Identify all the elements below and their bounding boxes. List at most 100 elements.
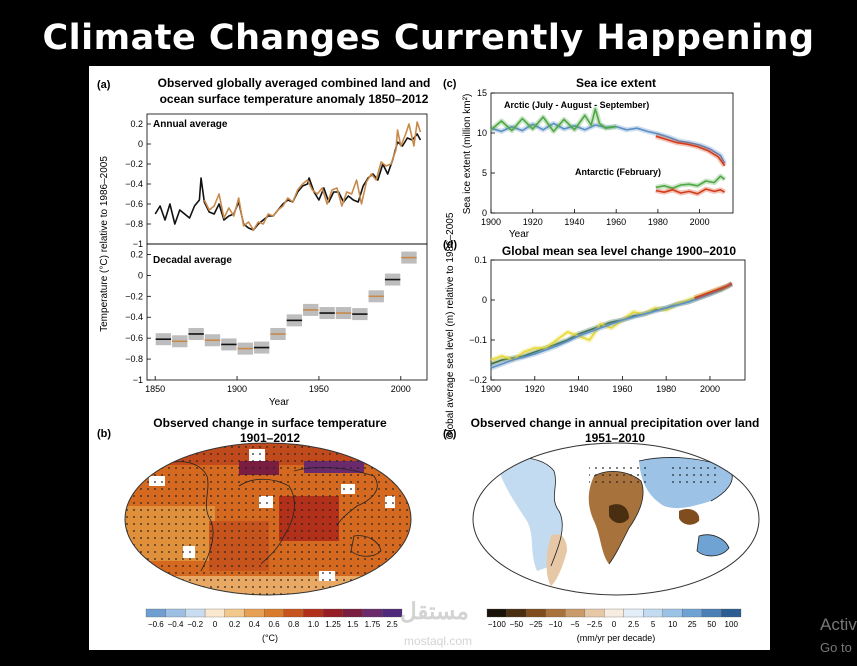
colorbar-swatch: [604, 608, 624, 618]
colorbar-swatch: [565, 608, 585, 618]
panel-a-annual-axes: 0.2 0 −0.2 −0.4 −0.6 −0.8 −1: [125, 113, 428, 249]
colorbar-tick-label: 0.4: [249, 620, 261, 629]
colorbar-tick-label: 1.25: [325, 620, 341, 629]
panel-e-title-line1: Observed change in annual precipitation …: [471, 416, 760, 430]
colorbar-tick-label: −2.5: [587, 620, 603, 629]
colorbar-swatch: [701, 608, 722, 618]
y-tick-label: −0.2: [469, 375, 487, 385]
colorbar-tick-label: −50: [510, 620, 524, 629]
panel-a-xlabel: Year: [269, 397, 290, 408]
watermark-url: mostaql.com: [404, 634, 473, 648]
colorbar-swatch: [244, 608, 265, 618]
colorbar-tick-label: 5: [651, 620, 656, 629]
x-tick-label: 2000: [700, 384, 720, 394]
x-tick-label: 1920: [525, 384, 545, 394]
y-tick-label: 0: [138, 139, 143, 149]
panel-b-title-line1: Observed change in surface temperature: [153, 416, 387, 430]
y-tick-label: −0.8: [125, 219, 143, 229]
colorbar-swatch: [682, 608, 703, 618]
series-line-3: [655, 175, 726, 189]
y-tick-label: 0: [482, 295, 487, 305]
colorbar-swatch: [283, 608, 304, 618]
colorbar-tick-label: 0.2: [229, 620, 241, 629]
colorbar-tick-label: 25: [688, 620, 697, 629]
panel-c-title: Sea ice extent: [576, 76, 656, 90]
colorbar-tick-label: 2.5: [628, 620, 640, 629]
plot-frame: [490, 92, 734, 214]
colorbar-swatch: [303, 608, 324, 618]
x-tick-label: 1900: [481, 384, 501, 394]
series-line-4: [655, 188, 726, 195]
activate-windows-subtext: Go to: [820, 640, 852, 655]
y-tick-label: −0.2: [125, 291, 143, 301]
panel-c-label: (c): [443, 78, 457, 90]
colorbar-tick-label: 1.0: [308, 620, 320, 629]
panel-a-label: (a): [97, 79, 111, 91]
y-tick-label: −0.4: [125, 312, 143, 322]
colorbar-tick-label: −5: [570, 620, 580, 629]
colorbar-tick-label: 1.75: [365, 620, 381, 629]
colorbar-swatch: [224, 608, 245, 618]
colorbar-swatch: [323, 608, 344, 618]
colorbar-tick-label: 10: [668, 620, 677, 629]
series-line-0: [154, 133, 422, 231]
panel-d-ylabel: Global average sea level (m) relative to…: [445, 212, 456, 439]
y-tick-label: 0.1: [474, 255, 487, 265]
x-tick-label: 1940: [564, 217, 584, 227]
x-tick-label: 1960: [606, 217, 626, 227]
series-line-1: [203, 121, 422, 231]
x-tick-label: 1920: [523, 217, 543, 227]
colorbar-tick-label: −0.4: [168, 620, 184, 629]
colorbar-tick-label: 50: [707, 620, 716, 629]
y-tick-label: 0.2: [130, 119, 143, 129]
panel-c-ylabel: Sea ice extent (million km²): [462, 94, 473, 215]
plot-frame: [146, 113, 428, 245]
y-tick-label: −0.6: [125, 333, 143, 343]
x-tick-label: 1980: [648, 217, 668, 227]
colorbar-swatch: [145, 608, 166, 618]
x-tick-label: 1960: [612, 384, 632, 394]
colorbar-swatch: [643, 608, 663, 618]
x-tick-label: 1900: [481, 217, 501, 227]
colorbar-tick-label: 100: [725, 620, 739, 629]
colorbar-swatch: [204, 608, 225, 618]
series-line-3: [694, 282, 733, 299]
temperature-map: [124, 442, 412, 596]
panel-c-axes: 0 5 10 15 1900 1920 1940 1960 1980 2000: [477, 88, 734, 227]
colorbar-swatch: [486, 608, 507, 618]
y-tick-label: 0: [138, 270, 143, 280]
precipitation-colorbar-unit: (mm/yr per decade): [577, 633, 656, 643]
y-tick-label: 15: [477, 88, 487, 98]
panel-a-title-line1: Observed globally averaged combined land…: [158, 76, 431, 90]
colorbar-tick-label: 0: [612, 620, 617, 629]
y-tick-label: −1: [133, 239, 143, 249]
slide-title: Climate Changes Currently Happening: [42, 18, 815, 58]
panel-e-title-line2: 1951–2010: [585, 431, 645, 445]
x-tick-label: 1850: [145, 384, 165, 394]
panel-a-title-line2: ocean surface temperature anomaly 1850–2…: [160, 92, 429, 106]
temperature-colorbar-unit: (°C): [262, 633, 278, 643]
series-line-2: [490, 283, 733, 369]
colorbar-swatch: [545, 608, 566, 618]
colorbar-swatch: [623, 608, 644, 618]
panel-d-title: Global mean sea level change 1900–2010: [502, 244, 736, 258]
y-tick-label: 5: [482, 168, 487, 178]
colorbar-tick-label: −0.2: [187, 620, 203, 629]
x-tick-label: 1900: [227, 384, 247, 394]
colorbar-tick-label: 0.6: [268, 620, 280, 629]
y-tick-label: 10: [477, 128, 487, 138]
x-tick-label: 2000: [690, 217, 710, 227]
y-tick-label: −0.6: [125, 199, 143, 209]
watermark-logo: مستقل: [400, 598, 469, 624]
colorbar-swatch: [584, 608, 605, 618]
panel-a-decadal-subtitle: Decadal average: [153, 255, 232, 266]
panel-a-annual-subtitle: Annual average: [153, 119, 228, 130]
colorbar-tick-label: −100: [488, 620, 507, 629]
colorbar-tick-label: 0: [213, 620, 218, 629]
colorbar-swatch: [506, 608, 527, 618]
panel-c-xlabel: Year: [509, 229, 530, 240]
panel-e-label: (e): [443, 428, 457, 440]
x-tick-label: 1980: [656, 384, 676, 394]
